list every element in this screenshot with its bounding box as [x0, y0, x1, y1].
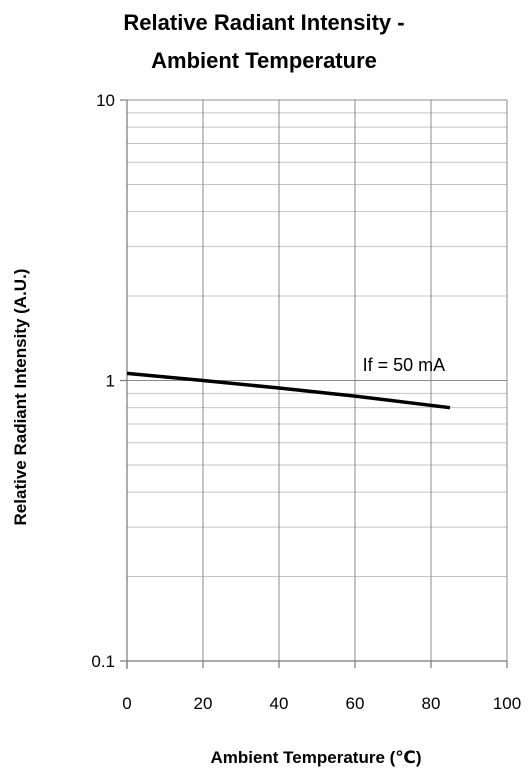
x-tick-label: 20: [194, 694, 213, 713]
chart-title-line-2: Ambient Temperature: [151, 48, 377, 73]
y-axis-label: Relative Radiant Intensity (A.U.): [11, 269, 30, 526]
series-group: [126, 371, 451, 410]
x-tick-label: 60: [346, 694, 365, 713]
y-tick-label: 0.1: [91, 652, 115, 671]
y-tick-label: 1: [106, 372, 115, 391]
series-line: [126, 371, 451, 410]
series-annotation: If = 50 mA: [363, 355, 446, 375]
annotations: If = 50 mA: [363, 355, 446, 375]
x-tick-label: 100: [493, 694, 521, 713]
x-tick-label: 40: [270, 694, 289, 713]
x-axis-label: Ambient Temperature (℃): [210, 748, 421, 767]
chart-title-line-1: Relative Radiant Intensity -: [123, 10, 404, 35]
grid: [120, 99, 508, 669]
x-tick-label: 0: [122, 694, 131, 713]
y-tick-label: 10: [96, 91, 115, 110]
x-tick-label: 80: [422, 694, 441, 713]
tick-labels: 0 20 40 60 80 100 0.1 1 10: [91, 91, 521, 713]
